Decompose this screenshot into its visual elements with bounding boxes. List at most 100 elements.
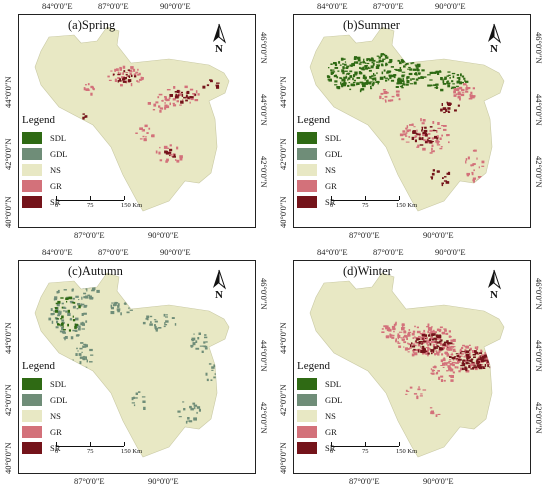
legend-swatch bbox=[22, 196, 42, 208]
legend-swatch bbox=[22, 426, 42, 438]
patch-gr bbox=[448, 346, 450, 349]
patch-sdl bbox=[431, 71, 436, 74]
patch-gdl bbox=[165, 316, 168, 318]
patch-sdl bbox=[456, 80, 460, 84]
patch-gdl bbox=[163, 325, 166, 328]
patch-sr bbox=[447, 111, 451, 113]
scale-label: 75 bbox=[362, 202, 369, 209]
patch-gdl bbox=[158, 327, 162, 329]
patch-gr bbox=[480, 364, 484, 366]
patch-gdl bbox=[85, 320, 88, 323]
legend-item-gr: GR bbox=[297, 178, 342, 194]
patch-gr bbox=[169, 150, 171, 153]
patch-gr bbox=[383, 91, 388, 95]
patch-sr bbox=[480, 366, 485, 368]
patch-sr bbox=[439, 347, 441, 351]
patch-sdl bbox=[330, 72, 333, 75]
patch-gdl bbox=[177, 410, 181, 413]
patch-sr bbox=[216, 82, 220, 84]
patch-sr bbox=[430, 349, 432, 352]
legend-item-gdl: GDL bbox=[22, 392, 67, 408]
patch-gr bbox=[437, 351, 441, 353]
legend-title: Legend bbox=[22, 360, 55, 372]
patch-sr bbox=[125, 73, 128, 76]
patch-sdl bbox=[60, 297, 64, 299]
patch-sdl bbox=[347, 79, 349, 81]
patch-sdl bbox=[439, 70, 441, 72]
patch-gr bbox=[86, 88, 90, 91]
patch-gr bbox=[144, 124, 148, 128]
patch-gdl bbox=[54, 317, 58, 320]
patch-gdl bbox=[190, 346, 193, 348]
patch-sr bbox=[415, 133, 419, 135]
patch-sdl bbox=[407, 68, 410, 70]
patch-gr bbox=[430, 368, 432, 370]
legend-item-gr: GR bbox=[297, 424, 342, 440]
patch-gr bbox=[139, 78, 142, 81]
patch-sdl bbox=[350, 64, 353, 67]
legend-swatch bbox=[297, 148, 317, 160]
patch-gr bbox=[485, 358, 489, 361]
patch-sdl bbox=[345, 75, 348, 79]
patch-gdl bbox=[171, 317, 175, 319]
top-tick-label: 84°0'0"E bbox=[42, 247, 73, 257]
patch-sdl bbox=[375, 79, 377, 81]
patch-gdl bbox=[201, 350, 204, 353]
patch-gr bbox=[427, 133, 431, 135]
patch-sr bbox=[415, 340, 417, 342]
legend-label: GDL bbox=[325, 395, 343, 405]
legend-item-ns: NS bbox=[22, 408, 67, 424]
patch-sdl bbox=[437, 72, 440, 75]
patch-gr bbox=[441, 134, 443, 137]
patch-sdl bbox=[387, 78, 390, 81]
patch-sdl bbox=[54, 309, 59, 313]
right-tick-label: 42°0'0"N bbox=[259, 402, 269, 434]
patch-sr bbox=[431, 172, 435, 176]
patch-sr bbox=[424, 334, 428, 337]
patch-gr bbox=[387, 99, 392, 102]
patch-gr bbox=[397, 337, 399, 340]
patch-gr bbox=[452, 364, 455, 367]
patch-gdl bbox=[149, 323, 153, 326]
patch-gr bbox=[435, 342, 438, 345]
patch-sr bbox=[413, 348, 416, 351]
patch-sdl bbox=[356, 56, 361, 60]
patch-sr bbox=[422, 340, 427, 343]
patch-sdl bbox=[356, 77, 361, 79]
patch-gdl bbox=[70, 300, 74, 304]
map-panel-winter: (d)Winter N Legend SDL GDL NS GR SR 0 75 150 Km 84°… bbox=[275, 246, 550, 492]
patch-gr bbox=[466, 87, 471, 90]
panel-title: (d)Winter bbox=[343, 264, 392, 278]
patch-gr bbox=[437, 370, 440, 372]
patch-gr bbox=[443, 379, 446, 382]
patch-gr bbox=[472, 87, 475, 90]
top-tick-label: 87°0'0"E bbox=[98, 1, 129, 11]
patch-gdl bbox=[117, 309, 120, 313]
patch-sdl bbox=[415, 65, 418, 68]
patch-gdl bbox=[117, 305, 120, 308]
patch-gr bbox=[436, 140, 440, 143]
patch-sr bbox=[427, 140, 431, 142]
patch-gr bbox=[474, 346, 477, 349]
patch-sr bbox=[470, 359, 473, 363]
patch-gr bbox=[430, 372, 433, 375]
patch-sdl bbox=[389, 59, 393, 63]
patch-gr bbox=[437, 352, 440, 356]
patch-sr bbox=[420, 346, 422, 348]
patch-gdl bbox=[213, 376, 216, 379]
patch-sr bbox=[476, 359, 479, 362]
scale-label: 75 bbox=[362, 448, 369, 455]
patch-sr bbox=[441, 103, 443, 106]
patch-sdl bbox=[354, 61, 356, 64]
patch-sdl bbox=[365, 62, 367, 64]
patch-sr bbox=[437, 345, 440, 348]
patch-sr bbox=[480, 357, 482, 360]
patch-gr bbox=[194, 99, 199, 102]
patch-sdl bbox=[334, 63, 338, 67]
patch-gr bbox=[471, 171, 474, 174]
patch-sdl bbox=[364, 78, 366, 81]
patch-gr bbox=[481, 350, 483, 352]
patch-gr bbox=[405, 393, 408, 395]
patch-gr bbox=[152, 109, 156, 111]
patch-sdl bbox=[337, 86, 341, 90]
